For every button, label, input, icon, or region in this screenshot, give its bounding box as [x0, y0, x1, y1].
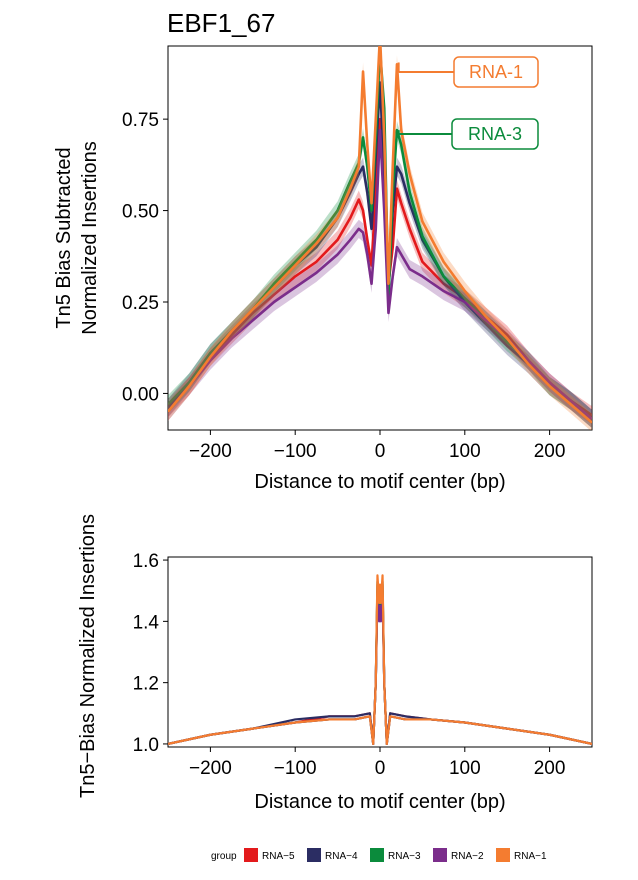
top-line-rna-1: [168, 46, 592, 424]
top-y-axis-title: Tn5 Bias Subtracted Normalized Insertions: [53, 141, 101, 334]
top-x-tick-label: −100: [274, 441, 317, 462]
bottom-y-tick-label: 1.6: [133, 551, 159, 572]
legend-swatch: [433, 848, 447, 862]
top-y-axis-title-line: Normalized Insertions: [79, 141, 101, 334]
bottom-y-tick-label: 1.2: [133, 674, 159, 695]
top-ribbon-rna-4: [168, 73, 592, 429]
top-plot-series: [168, 46, 592, 430]
bottom-y-axis: 1.0 1.2 1.4 1.6: [133, 551, 168, 756]
bottom-x-tick-label: 100: [449, 758, 481, 779]
bottom-x-tick-label: 200: [534, 758, 566, 779]
top-x-axis: −200 −100 0 100 200: [189, 430, 565, 462]
legend-title: group: [211, 851, 237, 862]
top-y-tick-label: 0.25: [122, 293, 159, 314]
legend-label: RNA−4: [325, 851, 358, 862]
legend-swatch: [370, 848, 384, 862]
callout-box: [453, 56, 539, 88]
bottom-plot-series: [168, 574, 592, 746]
legend: group RNA−5 RNA−4 RNA−3 RNA−2 RNA−1: [211, 848, 547, 862]
top-y-tick-label: 0.75: [122, 110, 159, 131]
top-x-tick-label: 200: [534, 441, 566, 462]
top-line-rna-2: [168, 128, 592, 421]
top-plot-callouts: RNA-1 RNA-3: [397, 56, 539, 150]
top-x-tick-label: −200: [189, 441, 232, 462]
bottom-y-tick-label: 1.0: [133, 735, 159, 756]
bottom-y-axis-title: Tn5−Bias Normalized Insertions: [77, 514, 99, 798]
bottom-x-axis-title: Distance to motif center (bp): [254, 791, 505, 813]
top-y-axis-title-line: Tn5 Bias Subtracted: [53, 147, 75, 328]
bottom-line-rna-1: [168, 574, 592, 746]
legend-swatch: [496, 848, 510, 862]
legend-swatch: [307, 848, 321, 862]
top-y-tick-label: 0.50: [122, 202, 159, 223]
bottom-x-tick-label: −100: [274, 758, 317, 779]
top-ribbon-rna-2: [168, 120, 592, 429]
bottom-y-tick-label: 1.4: [133, 612, 160, 633]
callout-label: RNA-3: [468, 124, 522, 144]
top-y-tick-label: 0.00: [122, 384, 159, 405]
legend-label: RNA−1: [514, 851, 547, 862]
top-x-tick-label: 100: [449, 441, 481, 462]
top-ribbon-rna-1: [168, 46, 592, 430]
legend-swatch: [244, 848, 258, 862]
chart-title: EBF1_67: [167, 8, 275, 38]
callout-label: RNA-1: [469, 62, 523, 82]
bottom-x-tick-label: −200: [189, 758, 232, 779]
legend-label: RNA−2: [451, 851, 484, 862]
legend-label: RNA−3: [388, 851, 421, 862]
top-ribbon-rna-3: [168, 46, 592, 429]
top-y-axis: 0.00 0.25 0.50 0.75: [122, 110, 168, 405]
bottom-x-tick-label: 0: [375, 758, 386, 779]
top-x-axis-title: Distance to motif center (bp): [254, 471, 505, 493]
legend-label: RNA−5: [262, 851, 295, 862]
bottom-line-rna-2: [168, 595, 592, 746]
callout-box: [451, 118, 539, 150]
bottom-x-axis: −200 −100 0 100 200: [189, 747, 565, 779]
top-x-tick-label: 0: [375, 441, 386, 462]
